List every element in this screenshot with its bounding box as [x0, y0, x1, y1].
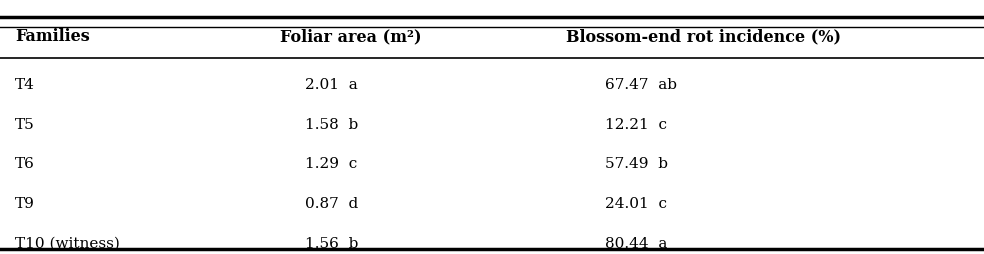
Text: 24.01  c: 24.01 c: [605, 196, 667, 210]
Text: Foliar area (m²): Foliar area (m²): [280, 28, 422, 45]
Text: 0.87  d: 0.87 d: [305, 196, 358, 210]
Text: T4: T4: [15, 78, 34, 92]
Text: T5: T5: [15, 118, 34, 131]
Text: 57.49  b: 57.49 b: [605, 157, 668, 171]
Text: 1.56  b: 1.56 b: [305, 236, 358, 249]
Text: T6: T6: [15, 157, 34, 171]
Text: 1.29  c: 1.29 c: [305, 157, 357, 171]
Text: 67.47  ab: 67.47 ab: [605, 78, 677, 92]
Text: 1.58  b: 1.58 b: [305, 118, 358, 131]
Text: T9: T9: [15, 196, 34, 210]
Text: 80.44  a: 80.44 a: [605, 236, 667, 249]
Text: Families: Families: [15, 28, 90, 45]
Text: 2.01  a: 2.01 a: [305, 78, 358, 92]
Text: T10 (witness): T10 (witness): [15, 236, 120, 249]
Text: 12.21  c: 12.21 c: [605, 118, 667, 131]
Text: Blossom-end rot incidence (%): Blossom-end rot incidence (%): [566, 28, 840, 45]
